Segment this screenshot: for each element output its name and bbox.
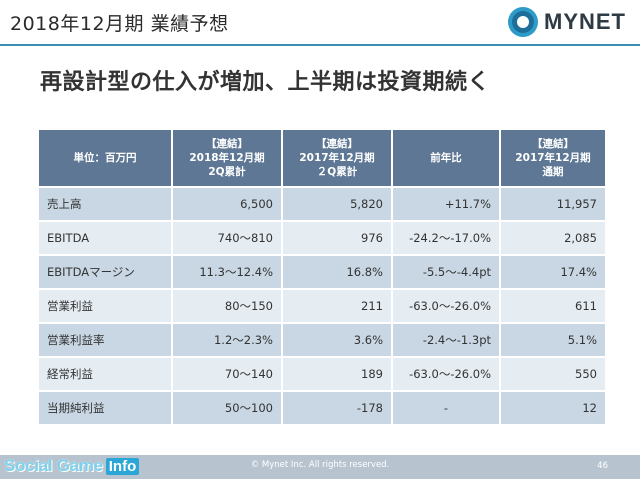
header-2017-2q: 【連結】 2017年12月期 ２Q累計 [281,128,393,188]
logo-text: MYNET [544,9,626,34]
cell-2017-full: 5.1% [499,322,607,358]
cell-2017-2q: 5,820 [281,186,393,222]
cell-yoy: - [391,390,501,426]
row-label: 売上高 [37,186,173,222]
cell-2017-2q: 16.8% [281,254,393,290]
row-label: EBITDAマージン [37,254,173,290]
table-row: 営業利益 80～150 211 -63.0～-26.0% 611 [37,288,607,324]
table-row: 営業利益率 1.2～2.3% 3.6% -2.4～-1.3pt 5.1% [37,322,607,358]
cell-2018-2q: 50～100 [171,390,283,426]
table-row: EBITDAマージン 11.3～12.4% 16.8% -5.5～-4.4pt … [37,254,607,290]
cell-yoy: -63.0～-26.0% [391,288,501,324]
table-row: 経常利益 70～140 189 -63.0～-26.0% 550 [37,356,607,392]
row-label: 営業利益 [37,288,173,324]
cell-yoy: -2.4～-1.3pt [391,322,501,358]
cell-2017-2q: -178 [281,390,393,426]
cell-2017-2q: 211 [281,288,393,324]
row-label: 営業利益率 [37,322,173,358]
cell-2018-2q: 6,500 [171,186,283,222]
cell-2017-full: 2,085 [499,220,607,256]
row-label: 経常利益 [37,356,173,392]
cell-2017-full: 12 [499,390,607,426]
headline: 再設計型の仕入が増加、上半期は投資期続く [40,70,491,95]
header-2018-2q: 【連結】 2018年12月期 2Q累計 [171,128,283,188]
copyright-text: © Mynet Inc. All rights reserved. [250,460,390,470]
cell-2017-2q: 3.6% [281,322,393,358]
header-divider [0,44,640,46]
table-row: 当期純利益 50～100 -178 - 12 [37,390,607,426]
table-row: EBITDA 740～810 976 -24.2～-17.0% 2,085 [37,220,607,256]
cell-yoy: +11.7% [391,186,501,222]
cell-2017-full: 550 [499,356,607,392]
cell-2017-full: 17.4% [499,254,607,290]
table-header-row: 単位：百万円 【連結】 2018年12月期 2Q累計 【連結】 2017年12月… [37,128,607,188]
cell-2017-2q: 976 [281,220,393,256]
cell-2018-2q: 80～150 [171,288,283,324]
watermark-logo: Social Game Info [4,454,140,478]
company-logo: MYNET [508,6,626,38]
table-row: 売上高 6,500 5,820 +11.7% 11,957 [37,186,607,222]
forecast-table: 単位：百万円 【連結】 2018年12月期 2Q累計 【連結】 2017年12月… [37,128,607,426]
cell-yoy: -5.5～-4.4pt [391,254,501,290]
cell-2017-2q: 189 [281,356,393,392]
cell-yoy: -63.0～-26.0% [391,356,501,392]
slide-header: 2018年12月期 業績予想 MYNET [0,0,640,46]
cell-2018-2q: 740～810 [171,220,283,256]
slide-title: 2018年12月期 業績予想 [10,13,229,35]
header-yoy: 前年比 [391,128,501,188]
cell-yoy: -24.2～-17.0% [391,220,501,256]
mynet-logo-icon [508,7,538,37]
cell-2017-full: 11,957 [499,186,607,222]
page-number: 46 [597,461,608,471]
watermark-text: Social Game [4,456,103,475]
cell-2017-full: 611 [499,288,607,324]
header-unit: 単位：百万円 [37,128,173,188]
cell-2018-2q: 1.2～2.3% [171,322,283,358]
cell-2018-2q: 11.3～12.4% [171,254,283,290]
header-2017-full: 【連結】 2017年12月期 通期 [499,128,607,188]
cell-2018-2q: 70～140 [171,356,283,392]
row-label: EBITDA [37,220,173,256]
row-label: 当期純利益 [37,390,173,426]
watermark-badge: Info [105,457,140,475]
